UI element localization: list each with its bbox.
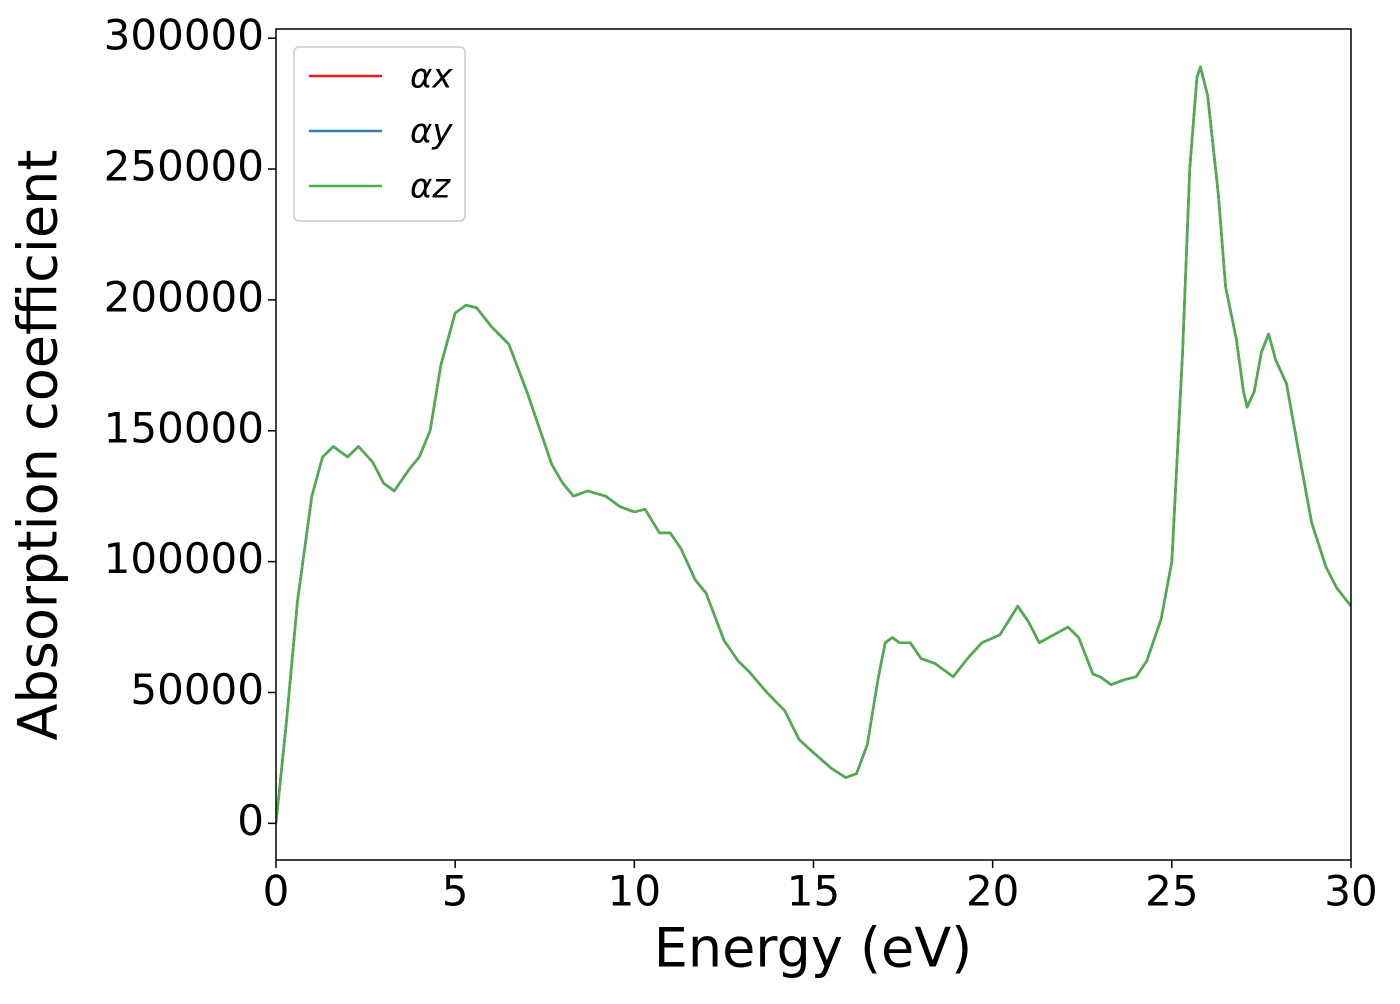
y-tick-label: 200000 [104,272,264,321]
y-tick-label: 50000 [130,665,264,714]
plot-frame [275,28,1352,861]
y-axis-label: Absorption coefficient [7,150,70,741]
legend-box [293,46,466,222]
y-tick-label: 150000 [104,403,264,452]
x-axis-label: Energy (eV) [654,917,973,980]
x-tick-label: 25 [1145,867,1198,916]
x-tick-label: 0 [263,867,290,916]
x-tick-label: 15 [787,867,840,916]
x-tick-label: 5 [442,867,469,916]
legend-label: αx [410,57,453,97]
y-tick-label: 0 [237,796,264,845]
legend-label: αz [410,167,451,207]
x-tick-label: 20 [966,867,1019,916]
y-tick-label: 100000 [104,534,264,583]
y-tick-label: 250000 [104,142,264,191]
x-tick-label: 30 [1324,867,1377,916]
legend-label: αy [410,112,453,152]
x-tick-label: 10 [608,867,661,916]
y-tick-label: 300000 [104,11,264,60]
series-line [276,65,1351,824]
